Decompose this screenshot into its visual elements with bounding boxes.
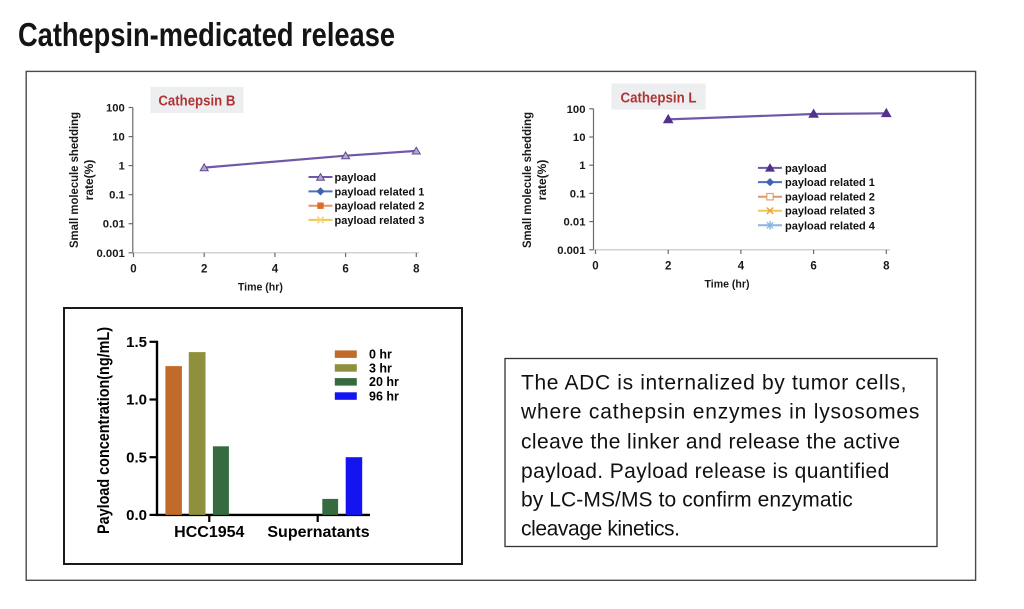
svg-text:1.0: 1.0 bbox=[126, 392, 147, 409]
svg-text:rate(%): rate(%) bbox=[82, 160, 96, 201]
svg-text:0.001: 0.001 bbox=[97, 248, 125, 260]
svg-text:0: 0 bbox=[130, 264, 136, 276]
svg-text:Cathepsin-medicated release: Cathepsin-medicated release bbox=[18, 16, 395, 53]
svg-text:0 hr: 0 hr bbox=[369, 348, 392, 362]
svg-text:20 hr: 20 hr bbox=[369, 375, 399, 389]
svg-text:cleavage kinetics.: cleavage kinetics. bbox=[521, 518, 680, 541]
svg-text:0.0: 0.0 bbox=[126, 507, 147, 524]
svg-text:0.01: 0.01 bbox=[564, 217, 586, 229]
svg-text:0.1: 0.1 bbox=[570, 188, 586, 200]
svg-text:4: 4 bbox=[272, 264, 279, 276]
svg-text:Cathepsin B: Cathepsin B bbox=[158, 94, 235, 110]
svg-text:The ADC is internalized by tum: The ADC is internalized by tumor cells, bbox=[521, 371, 907, 394]
svg-text:where cathepsin enzymes in lys: where cathepsin enzymes in lysosomes bbox=[520, 401, 919, 424]
svg-text:1.5: 1.5 bbox=[126, 334, 147, 351]
svg-text:2: 2 bbox=[201, 264, 207, 276]
svg-text:Time (hr): Time (hr) bbox=[705, 279, 750, 291]
svg-text:6: 6 bbox=[342, 264, 348, 276]
svg-text:10: 10 bbox=[112, 132, 125, 144]
svg-text:payload: payload bbox=[335, 172, 377, 184]
svg-text:Small molecule shedding: Small molecule shedding bbox=[520, 112, 534, 248]
svg-text:Time (hr): Time (hr) bbox=[238, 282, 283, 294]
svg-text:payload. Payload release is qu: payload. Payload release is quantified bbox=[521, 460, 889, 483]
svg-text:0.001: 0.001 bbox=[557, 245, 585, 257]
svg-text:0: 0 bbox=[592, 261, 598, 273]
svg-text:1: 1 bbox=[119, 161, 125, 173]
svg-text:Supernatants: Supernatants bbox=[267, 524, 369, 541]
svg-text:0.1: 0.1 bbox=[109, 190, 125, 202]
svg-text:8: 8 bbox=[413, 264, 420, 276]
svg-text:6: 6 bbox=[810, 261, 816, 273]
svg-text:payload related 1: payload related 1 bbox=[335, 186, 425, 198]
svg-text:0.5: 0.5 bbox=[126, 449, 147, 466]
svg-text:payload related 1: payload related 1 bbox=[785, 177, 875, 189]
svg-text:2: 2 bbox=[665, 261, 671, 273]
svg-text:payload related 3: payload related 3 bbox=[785, 206, 875, 218]
svg-text:10: 10 bbox=[573, 132, 586, 144]
svg-text:payload related 2: payload related 2 bbox=[335, 201, 425, 213]
svg-text:payload related 3: payload related 3 bbox=[335, 215, 425, 227]
svg-text:96 hr: 96 hr bbox=[369, 389, 399, 403]
svg-text:3 hr: 3 hr bbox=[369, 361, 392, 375]
svg-text:cleave the linker and release: cleave the linker and release the active bbox=[521, 431, 900, 454]
svg-text:Small molecule shedding: Small molecule shedding bbox=[67, 112, 81, 248]
svg-text:0.01: 0.01 bbox=[103, 219, 125, 231]
svg-text:8: 8 bbox=[883, 261, 890, 273]
svg-text:payload: payload bbox=[785, 163, 827, 175]
svg-text:1: 1 bbox=[579, 160, 585, 172]
svg-text:by LC-MS/MS to confirm enzymat: by LC-MS/MS to confirm enzymatic bbox=[521, 488, 853, 511]
svg-text:100: 100 bbox=[567, 104, 586, 116]
svg-text:payload related 4: payload related 4 bbox=[785, 220, 876, 232]
svg-text:4: 4 bbox=[738, 261, 745, 273]
svg-text:HCC1954: HCC1954 bbox=[174, 524, 244, 541]
svg-text:rate(%): rate(%) bbox=[535, 160, 549, 201]
svg-text:100: 100 bbox=[106, 103, 125, 115]
svg-text:payload related 2: payload related 2 bbox=[785, 192, 875, 204]
svg-text:Payload concentration(ng/mL): Payload concentration(ng/mL) bbox=[95, 327, 113, 534]
svg-text:Cathepsin L: Cathepsin L bbox=[621, 90, 697, 106]
